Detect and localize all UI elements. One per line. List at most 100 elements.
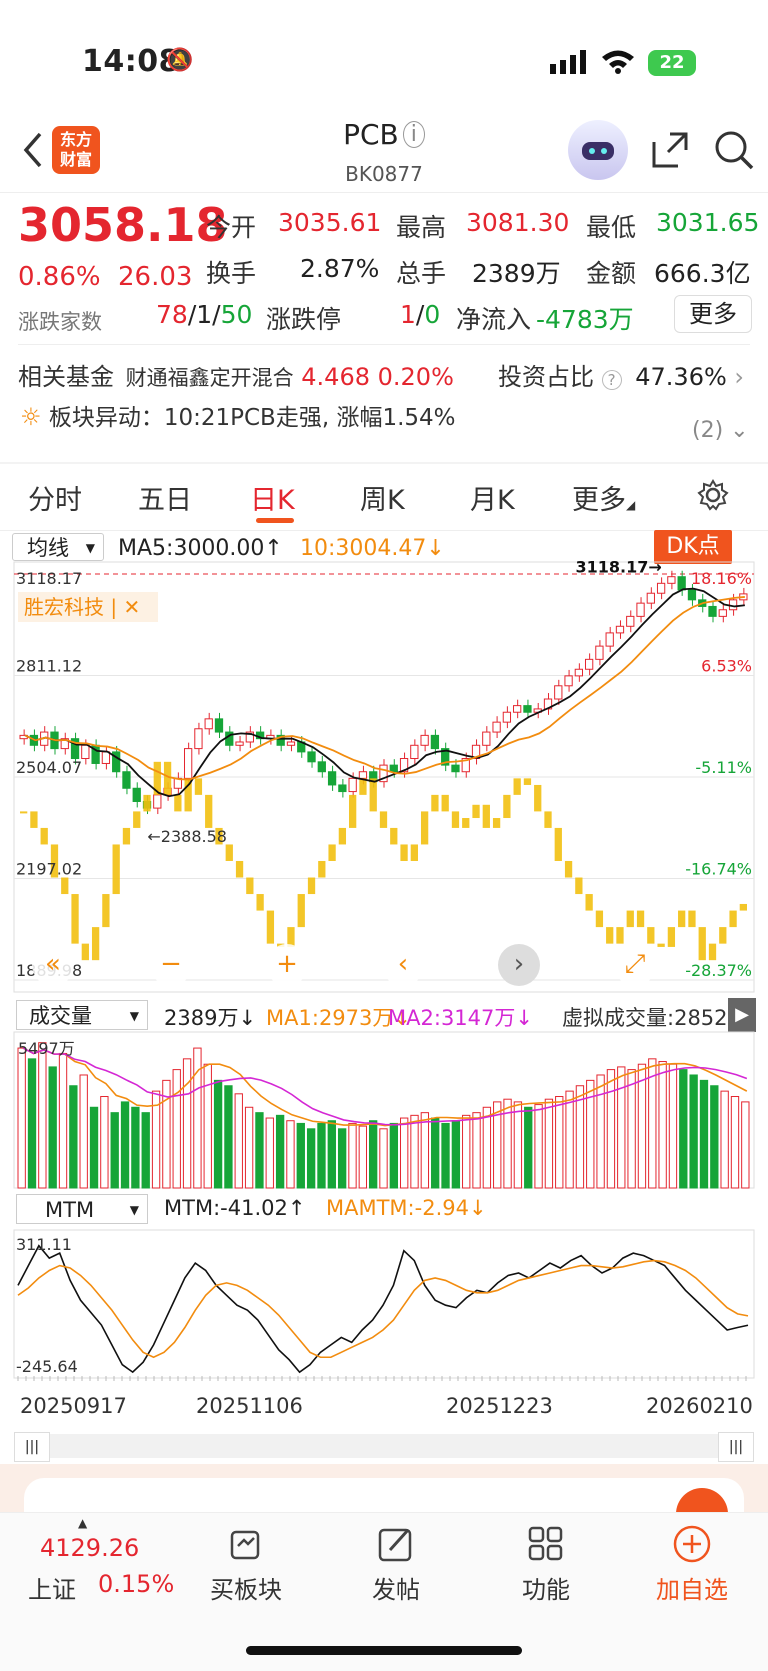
volume-bar bbox=[286, 1120, 295, 1189]
assistant-robot-icon[interactable] bbox=[568, 120, 628, 180]
tab-weekly-k[interactable]: 周K bbox=[360, 485, 405, 516]
dropdown-arrow-icon: ▼ bbox=[129, 1203, 139, 1217]
tab-monthly-k[interactable]: 月K bbox=[470, 485, 515, 516]
virtual-volume: 虚拟成交量:2852万 bbox=[562, 1006, 749, 1030]
back-button[interactable] bbox=[18, 128, 58, 172]
breadth-values[interactable]: 78/1/50 bbox=[156, 300, 252, 329]
index-percent[interactable]: 0.15% bbox=[98, 1570, 175, 1598]
pct-tick-label: -5.11% bbox=[695, 758, 752, 777]
previous-button[interactable]: ‹ bbox=[382, 944, 424, 986]
volume-bar bbox=[410, 1114, 419, 1189]
overlay-candle bbox=[266, 910, 275, 944]
volume-bar bbox=[503, 1098, 512, 1189]
open-value: 3035.61 bbox=[278, 208, 382, 237]
help-icon[interactable]: ? bbox=[601, 370, 622, 390]
search-icon[interactable] bbox=[712, 128, 756, 172]
limit-values[interactable]: 1/0 bbox=[400, 300, 440, 329]
overlay-candle bbox=[729, 910, 737, 928]
nav-functions[interactable]: 功能 bbox=[522, 1576, 570, 1604]
volume-bar bbox=[275, 1114, 285, 1189]
volume-bar bbox=[348, 1122, 357, 1189]
indicator-select[interactable]: 均线 ▼ bbox=[12, 533, 104, 561]
rewind-button[interactable]: « bbox=[32, 944, 74, 986]
volume-bar bbox=[38, 1042, 47, 1189]
candle bbox=[492, 721, 501, 733]
more-button[interactable]: 更多 bbox=[674, 295, 752, 333]
buy-sector-icon[interactable] bbox=[224, 1522, 268, 1566]
tab-intraday[interactable]: 分时 bbox=[28, 485, 82, 516]
overlay-candle bbox=[163, 761, 172, 795]
page-title[interactable]: PCB i bbox=[0, 118, 768, 151]
alert-text: 板块异动：10:21PCB走强, 涨幅1.54% bbox=[48, 405, 456, 431]
overlay-candle bbox=[328, 844, 336, 861]
candlestick-chart[interactable]: 3118.17 18.16% 2811.12 6.53% 2504.07 -5.11% 21… bbox=[0, 560, 768, 1000]
info-icon[interactable]: i bbox=[402, 121, 425, 148]
volume-bar bbox=[637, 1063, 647, 1189]
sector-name: PCB bbox=[343, 118, 399, 151]
volume-chart[interactable]: 5497万 bbox=[0, 1030, 768, 1194]
candle bbox=[626, 615, 635, 627]
candle bbox=[646, 592, 655, 604]
related-fund-row[interactable]: 相关基金 财通福鑫定开混合 4.468 0.20% 投资占比 ? 47.36% … bbox=[18, 357, 750, 392]
candle bbox=[482, 731, 491, 746]
candle bbox=[410, 744, 419, 760]
amount-label: 金额 bbox=[586, 259, 637, 288]
overlay-candle bbox=[297, 894, 305, 928]
index-value[interactable]: 4129.26 bbox=[40, 1534, 140, 1562]
volume-bar bbox=[710, 1085, 719, 1189]
candle bbox=[132, 787, 141, 802]
dk-point-button[interactable]: DK点 bbox=[654, 530, 732, 564]
nav-add-watchlist[interactable]: 加自选 bbox=[656, 1576, 728, 1604]
scroll-handle-left[interactable]: ||| bbox=[14, 1432, 50, 1462]
mtm-indicator-select[interactable]: MTM ▼ bbox=[16, 1194, 148, 1224]
scroll-handle-right[interactable]: ||| bbox=[718, 1432, 754, 1462]
alert-count[interactable]: (2) ⌄ bbox=[692, 418, 749, 443]
volume-bar bbox=[513, 1101, 523, 1189]
nav-post[interactable]: 发帖 bbox=[372, 1576, 420, 1604]
volume-collapse-icon[interactable]: ▶ bbox=[728, 998, 756, 1032]
add-watchlist-icon[interactable] bbox=[670, 1522, 714, 1566]
zoom-out-button[interactable]: − bbox=[150, 944, 192, 986]
overlay-candle bbox=[40, 827, 48, 845]
index-name[interactable]: 上证 bbox=[28, 1576, 76, 1604]
candle bbox=[235, 741, 244, 746]
overlay-candle bbox=[688, 910, 696, 928]
date-label: 20251106 bbox=[196, 1394, 303, 1418]
timeline-scrollbar[interactable] bbox=[14, 1434, 754, 1458]
sector-alert[interactable]: ☼ 板块异动：10:21PCB走强, 涨幅1.54% bbox=[20, 398, 456, 432]
overlay-candle bbox=[523, 778, 532, 785]
volume-bar bbox=[420, 1112, 430, 1189]
overlay-candle bbox=[503, 794, 511, 819]
tab-five-day[interactable]: 五日 bbox=[138, 485, 192, 516]
share-icon[interactable] bbox=[648, 128, 692, 172]
mtm-chart[interactable]: 311.11 -245.64 bbox=[0, 1224, 768, 1394]
zoom-in-button[interactable]: + bbox=[266, 944, 308, 986]
tab-daily-k[interactable]: 日K bbox=[250, 485, 295, 516]
candle bbox=[420, 734, 429, 746]
candle bbox=[656, 582, 666, 594]
ma5-line bbox=[24, 587, 745, 798]
candle bbox=[430, 734, 440, 750]
chevron-right-icon: › bbox=[734, 363, 745, 391]
tab-more[interactable]: 更多◢ bbox=[572, 478, 635, 517]
overlay-candle bbox=[50, 844, 59, 878]
overlay-candle bbox=[544, 811, 552, 828]
compose-icon[interactable] bbox=[374, 1522, 418, 1566]
fullscreen-button[interactable]: ⤢ bbox=[614, 944, 656, 986]
overlay-candle bbox=[194, 778, 203, 795]
settings-gear-icon[interactable] bbox=[696, 478, 730, 516]
close-icon[interactable]: | ✕ bbox=[110, 595, 141, 619]
overlay-candle bbox=[235, 860, 244, 878]
home-indicator bbox=[246, 1646, 522, 1655]
candle bbox=[194, 728, 203, 750]
overlay-stock-tag[interactable]: 胜宏科技 | ✕ bbox=[18, 592, 158, 622]
volume-bar bbox=[48, 1066, 57, 1189]
volume-bar bbox=[689, 1074, 698, 1189]
nav-buy-sector[interactable]: 买板块 bbox=[210, 1576, 282, 1604]
candle bbox=[389, 764, 398, 773]
ai-question-card[interactable] bbox=[24, 1478, 744, 1518]
next-button[interactable]: › bbox=[498, 944, 540, 986]
section-gap bbox=[0, 462, 768, 464]
volume-indicator-select[interactable]: 成交量 ▼ bbox=[16, 1000, 148, 1030]
grid-icon[interactable] bbox=[524, 1522, 568, 1566]
